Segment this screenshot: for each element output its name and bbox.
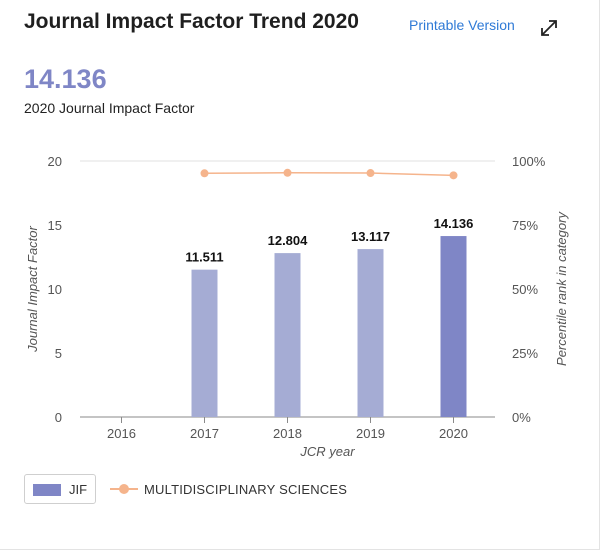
x-tick-label: 2019 [356, 426, 385, 441]
percentile-point [449, 171, 458, 180]
card-header: Journal Impact Factor Trend 2020 Printab… [0, 0, 600, 48]
y2-tick-label: 50% [512, 282, 538, 297]
y2-tick-label: 0% [512, 410, 531, 425]
x-tick-label: 2020 [439, 426, 468, 441]
y-axis-title: Journal Impact Factor [25, 225, 40, 352]
card-title: Journal Impact Factor Trend 2020 [24, 10, 359, 33]
jif-bar [191, 269, 218, 417]
y-tick-label: 0 [55, 410, 62, 425]
y-tick-label: 20 [48, 154, 62, 169]
jif-legend-swatch [33, 484, 61, 496]
legend-line-label: MULTIDISCIPLINARY SCIENCES [144, 482, 348, 497]
jif-value: 14.136 [24, 64, 107, 94]
legend-item-jif[interactable]: JIF [24, 474, 96, 504]
expand-arrows-icon[interactable] [538, 17, 560, 39]
x-tick-label: 2016 [107, 426, 136, 441]
y-tick-label: 10 [48, 282, 62, 297]
printable-version-link[interactable]: Printable Version [409, 17, 515, 33]
jif-value-label: 2020 Journal Impact Factor [24, 100, 195, 116]
y2-tick-label: 25% [512, 346, 538, 361]
percentile-point [366, 169, 375, 178]
y-tick-label: 15 [48, 218, 62, 233]
percentile-point [283, 168, 292, 177]
x-tick-label: 2017 [190, 426, 219, 441]
y2-tick-label: 75% [512, 218, 538, 233]
line-marker-legend-icon [110, 484, 138, 494]
x-tick-label: 2018 [273, 426, 302, 441]
jif-trend-chart: 0 5 10 15 20 0% 25% 50% 75% 100% 2016 2017 2018 2019 2… [25, 154, 569, 459]
y-tick-label: 5 [55, 346, 62, 361]
percentile-point [200, 169, 209, 178]
legend-jif-label: JIF [69, 482, 88, 497]
legend-item-multidisciplinary-sciences[interactable]: MULTIDISCIPLINARY SCIENCES [110, 474, 410, 504]
bar-data-label: 11.511 [185, 250, 223, 265]
chart-legend: JIF MULTIDISCIPLINARY SCIENCES [24, 474, 444, 506]
bar-data-label: 13.117 [351, 229, 390, 244]
bar-data-label: 14.136 [434, 216, 474, 231]
bar-data-label: 12.804 [268, 233, 309, 248]
jif-bar [357, 249, 384, 417]
y2-axis-title: Percentile rank in category [554, 211, 569, 366]
y2-tick-label: 100% [512, 154, 546, 169]
x-axis-title: JCR year [299, 444, 355, 459]
percentile-line [204, 172, 454, 177]
jif-bar [440, 236, 467, 417]
jif-bar [274, 253, 301, 417]
